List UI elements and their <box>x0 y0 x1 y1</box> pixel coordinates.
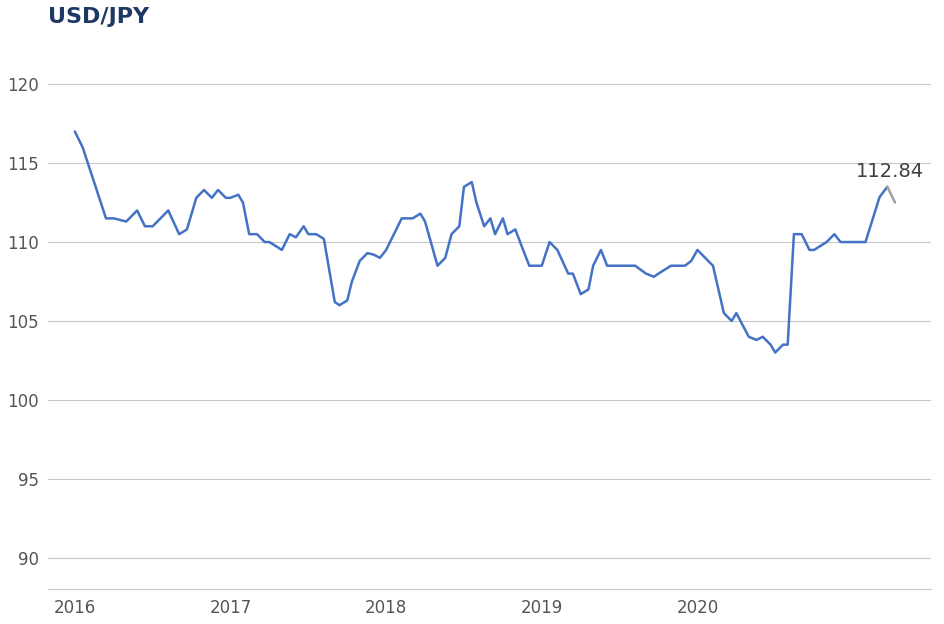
Text: 112.84: 112.84 <box>856 162 924 182</box>
Text: USD/JPY: USD/JPY <box>48 7 149 27</box>
